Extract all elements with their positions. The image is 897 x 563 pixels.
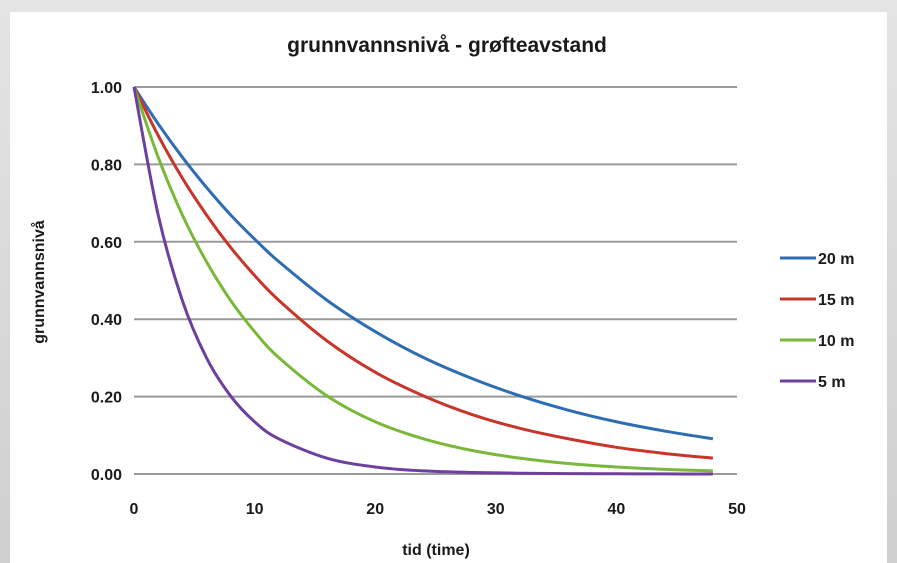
y-axis-label: grunnvannsnivå bbox=[30, 220, 48, 344]
y-tick-label: 0.60 bbox=[91, 235, 122, 252]
y-tick-label: 0.20 bbox=[91, 390, 122, 407]
y-tick-label: 0.00 bbox=[91, 467, 122, 484]
x-tick-label: 0 bbox=[130, 501, 139, 518]
chart-card: grunnvannsnivå - grøfteavstand 0.00 0.20 0… bbox=[10, 12, 887, 563]
y-tick-label: 1.00 bbox=[91, 80, 122, 97]
series-lines bbox=[132, 86, 714, 476]
series-line-15m bbox=[132, 86, 714, 460]
y-tick-label: 0.40 bbox=[91, 312, 122, 329]
x-tick-label: 20 bbox=[366, 501, 384, 518]
x-tick-label: 50 bbox=[728, 501, 746, 518]
x-tick-labels: 0 10 20 30 40 50 bbox=[130, 501, 746, 518]
x-tick-label: 40 bbox=[608, 501, 626, 518]
legend: 20 m 15 m 10 m 5 m bbox=[780, 251, 854, 391]
x-tick-label: 30 bbox=[487, 501, 505, 518]
legend-label: 10 m bbox=[818, 333, 854, 350]
y-tick-labels: 0.00 0.20 0.40 0.60 0.80 1.00 bbox=[91, 80, 122, 484]
legend-label: 5 m bbox=[818, 374, 846, 391]
chart: grunnvannsnivå - grøfteavstand 0.000.200… bbox=[30, 34, 854, 559]
gridlines bbox=[134, 86, 737, 475]
x-tick-label: 10 bbox=[246, 501, 264, 518]
legend-label: 20 m bbox=[818, 251, 854, 268]
chart-title: grunnvannsnivå - grøfteavstand bbox=[287, 34, 607, 57]
legend-label: 15 m bbox=[818, 292, 854, 309]
series-line-20m bbox=[132, 86, 714, 441]
y-tick-label: 0.80 bbox=[91, 157, 122, 174]
series-line-10m bbox=[132, 86, 713, 473]
series-line-5m bbox=[132, 86, 713, 476]
x-axis-label: tid (time) bbox=[402, 542, 470, 559]
